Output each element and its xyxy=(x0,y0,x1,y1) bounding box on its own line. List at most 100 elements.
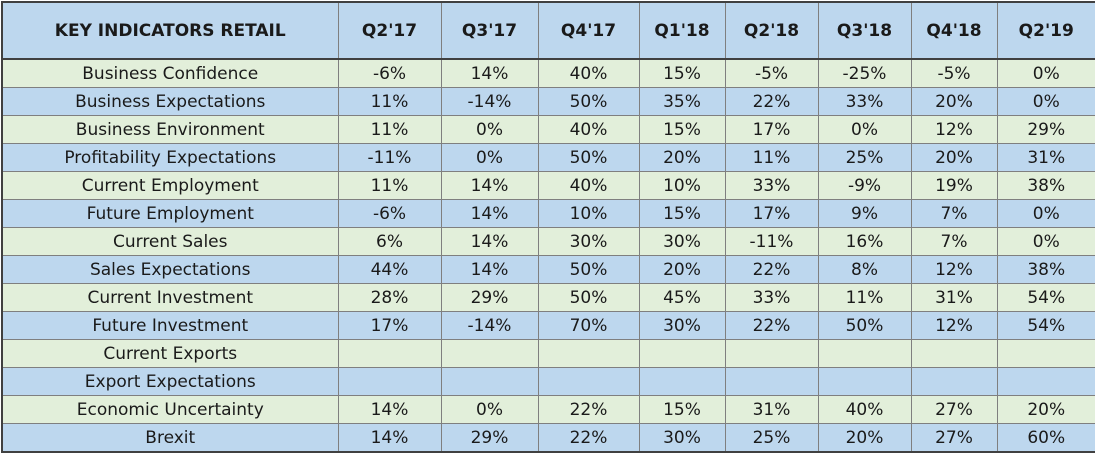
indicator-value-cell[interactable]: 29% xyxy=(440,283,539,312)
indicator-value-cell[interactable]: 11% xyxy=(817,283,912,312)
indicator-value-cell[interactable]: -11% xyxy=(724,227,819,256)
indicator-label-cell[interactable]: Current Investment xyxy=(1,283,339,312)
indicator-value-cell[interactable]: 29% xyxy=(440,423,539,453)
indicator-value-cell[interactable]: 8% xyxy=(817,255,912,284)
indicator-label-cell[interactable]: Sales Expectations xyxy=(1,255,339,284)
indicator-value-cell[interactable]: 54% xyxy=(996,311,1095,340)
indicator-value-cell[interactable]: 14% xyxy=(440,227,539,256)
indicator-value-cell[interactable]: 0% xyxy=(996,87,1095,116)
indicator-value-cell[interactable]: 17% xyxy=(724,115,819,144)
indicator-value-cell[interactable]: 40% xyxy=(537,171,640,200)
indicator-value-cell[interactable]: 60% xyxy=(996,423,1095,453)
indicator-value-cell[interactable]: 15% xyxy=(638,115,726,144)
indicator-value-cell[interactable]: 25% xyxy=(724,423,819,453)
indicator-value-cell[interactable]: -5% xyxy=(724,58,819,88)
indicator-value-cell[interactable] xyxy=(440,339,539,368)
indicator-value-cell[interactable] xyxy=(537,367,640,396)
indicator-value-cell[interactable] xyxy=(817,339,912,368)
indicator-value-cell[interactable] xyxy=(996,339,1095,368)
indicator-value-cell[interactable]: 27% xyxy=(910,423,998,453)
indicator-value-cell[interactable]: 6% xyxy=(337,227,442,256)
indicator-value-cell[interactable]: 14% xyxy=(337,395,442,424)
indicator-value-cell[interactable]: 28% xyxy=(337,283,442,312)
indicator-value-cell[interactable]: 22% xyxy=(537,423,640,453)
indicator-value-cell[interactable]: 22% xyxy=(537,395,640,424)
indicator-value-cell[interactable] xyxy=(440,367,539,396)
indicator-value-cell[interactable]: 17% xyxy=(724,199,819,228)
indicator-value-cell[interactable]: 15% xyxy=(638,395,726,424)
indicator-value-cell[interactable] xyxy=(537,339,640,368)
indicator-value-cell[interactable]: 12% xyxy=(910,311,998,340)
indicator-value-cell[interactable]: 31% xyxy=(996,143,1095,172)
indicator-value-cell[interactable]: 22% xyxy=(724,87,819,116)
indicator-value-cell[interactable] xyxy=(638,367,726,396)
header-cell-title[interactable]: KEY INDICATORS RETAIL xyxy=(1,1,339,60)
indicator-label-cell[interactable]: Economic Uncertainty xyxy=(1,395,339,424)
indicator-value-cell[interactable]: 14% xyxy=(440,58,539,88)
indicator-label-cell[interactable]: Business Confidence xyxy=(1,58,339,88)
indicator-value-cell[interactable]: 25% xyxy=(817,143,912,172)
indicator-value-cell[interactable]: 20% xyxy=(996,395,1095,424)
indicator-value-cell[interactable]: -14% xyxy=(440,311,539,340)
indicator-value-cell[interactable]: 11% xyxy=(337,115,442,144)
indicator-value-cell[interactable]: 20% xyxy=(638,143,726,172)
indicator-value-cell[interactable]: -25% xyxy=(817,58,912,88)
indicator-value-cell[interactable] xyxy=(817,367,912,396)
indicator-value-cell[interactable]: 19% xyxy=(910,171,998,200)
header-cell-period[interactable]: Q3'18 xyxy=(817,1,912,60)
indicator-value-cell[interactable]: 30% xyxy=(638,311,726,340)
indicator-label-cell[interactable]: Current Sales xyxy=(1,227,339,256)
indicator-value-cell[interactable]: 10% xyxy=(638,171,726,200)
indicator-value-cell[interactable]: 31% xyxy=(910,283,998,312)
header-cell-period[interactable]: Q4'18 xyxy=(910,1,998,60)
indicator-value-cell[interactable]: 12% xyxy=(910,255,998,284)
indicator-value-cell[interactable]: 54% xyxy=(996,283,1095,312)
indicator-value-cell[interactable] xyxy=(910,339,998,368)
indicator-label-cell[interactable]: Future Investment xyxy=(1,311,339,340)
indicator-value-cell[interactable]: 38% xyxy=(996,171,1095,200)
indicator-value-cell[interactable]: 7% xyxy=(910,199,998,228)
indicator-label-cell[interactable]: Export Expectations xyxy=(1,367,339,396)
indicator-value-cell[interactable]: 0% xyxy=(440,395,539,424)
indicator-value-cell[interactable]: 16% xyxy=(817,227,912,256)
indicator-label-cell[interactable]: Business Expectations xyxy=(1,87,339,116)
indicator-value-cell[interactable]: 50% xyxy=(537,255,640,284)
indicator-value-cell[interactable]: 22% xyxy=(724,255,819,284)
indicator-value-cell[interactable]: 30% xyxy=(638,227,726,256)
indicator-label-cell[interactable]: Business Environment xyxy=(1,115,339,144)
indicator-value-cell[interactable]: 0% xyxy=(817,115,912,144)
indicator-value-cell[interactable] xyxy=(724,367,819,396)
indicator-value-cell[interactable]: 50% xyxy=(537,87,640,116)
indicator-value-cell[interactable]: 20% xyxy=(638,255,726,284)
indicator-value-cell[interactable]: 20% xyxy=(817,423,912,453)
indicator-value-cell[interactable]: 20% xyxy=(910,87,998,116)
indicator-value-cell[interactable]: 31% xyxy=(724,395,819,424)
indicator-value-cell[interactable]: 50% xyxy=(537,283,640,312)
indicator-value-cell[interactable]: -6% xyxy=(337,58,442,88)
indicator-value-cell[interactable]: 0% xyxy=(996,199,1095,228)
indicator-value-cell[interactable]: -6% xyxy=(337,199,442,228)
indicator-value-cell[interactable]: 15% xyxy=(638,58,726,88)
indicator-label-cell[interactable]: Current Exports xyxy=(1,339,339,368)
header-cell-period[interactable]: Q4'17 xyxy=(537,1,640,60)
indicator-value-cell[interactable]: 50% xyxy=(537,143,640,172)
indicator-value-cell[interactable]: 15% xyxy=(638,199,726,228)
indicator-value-cell[interactable]: 14% xyxy=(440,199,539,228)
indicator-value-cell[interactable]: 40% xyxy=(537,115,640,144)
indicator-value-cell[interactable]: 30% xyxy=(638,423,726,453)
indicator-value-cell[interactable] xyxy=(337,339,442,368)
indicator-value-cell[interactable]: 12% xyxy=(910,115,998,144)
indicator-value-cell[interactable] xyxy=(724,339,819,368)
indicator-value-cell[interactable]: -11% xyxy=(337,143,442,172)
header-cell-period[interactable]: Q1'18 xyxy=(638,1,726,60)
indicator-value-cell[interactable]: 33% xyxy=(724,283,819,312)
indicator-value-cell[interactable]: -14% xyxy=(440,87,539,116)
indicator-value-cell[interactable]: 0% xyxy=(440,143,539,172)
indicator-value-cell[interactable]: 0% xyxy=(996,227,1095,256)
indicator-value-cell[interactable] xyxy=(337,367,442,396)
indicator-value-cell[interactable]: 30% xyxy=(537,227,640,256)
indicator-value-cell[interactable]: 14% xyxy=(337,423,442,453)
indicator-value-cell[interactable]: 33% xyxy=(817,87,912,116)
indicator-value-cell[interactable]: 9% xyxy=(817,199,912,228)
indicator-value-cell[interactable]: 70% xyxy=(537,311,640,340)
